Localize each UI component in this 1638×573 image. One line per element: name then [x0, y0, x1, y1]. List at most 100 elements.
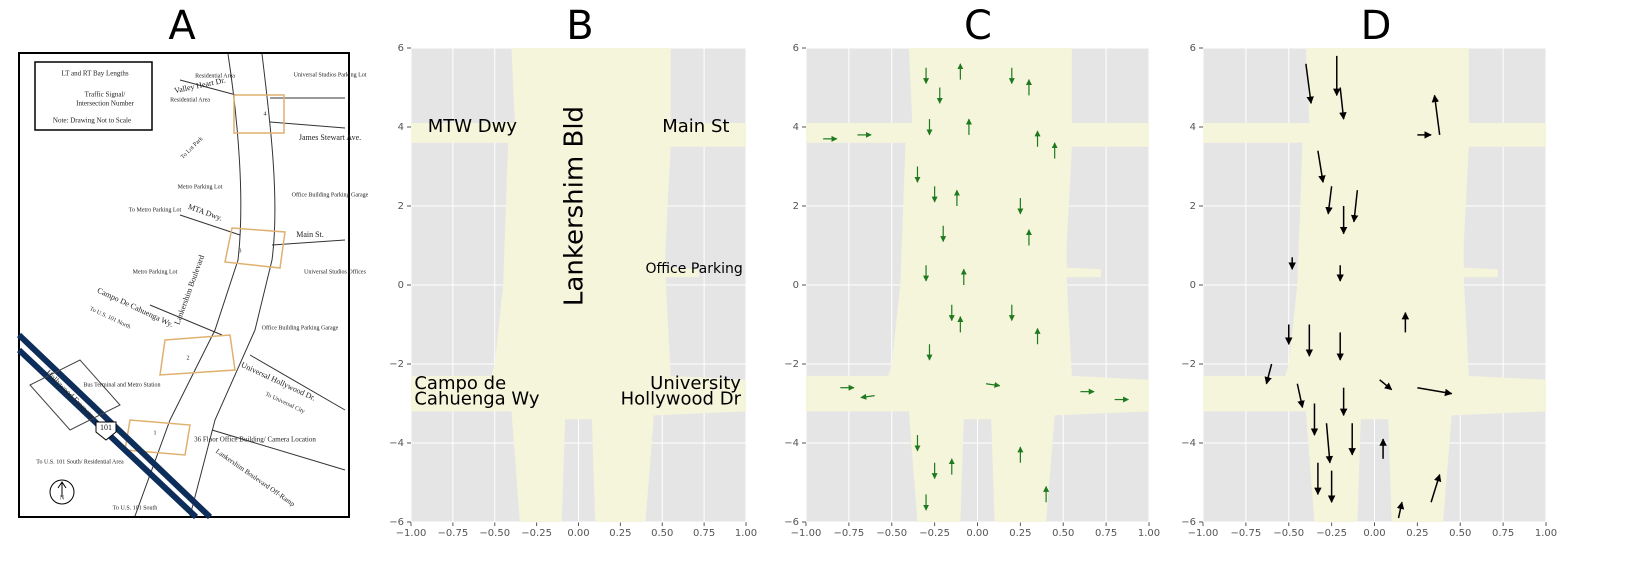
y-tick-label: −4 — [784, 438, 799, 449]
map-label: Main St. — [296, 230, 324, 239]
y-tick-label: −6 — [389, 517, 404, 528]
x-tick-label: 1.00 — [1138, 528, 1160, 539]
y-tick-label: 0 — [793, 280, 799, 291]
x-tick-label: −1.00 — [396, 528, 427, 539]
x-tick-label: −0.50 — [1273, 528, 1304, 539]
y-tick-label: −4 — [1181, 438, 1196, 449]
map-label: To U.S. 101 South/ Residential Area — [36, 459, 124, 465]
arrow — [1417, 386, 1453, 397]
street-label: Lankershim Bld — [560, 106, 590, 306]
y-tick-label: 2 — [793, 201, 799, 212]
arrow — [1325, 423, 1334, 464]
x-tick-label: 0.75 — [1492, 528, 1514, 539]
y-tick-label: 4 — [1190, 122, 1196, 133]
intersection-number: 3 — [239, 248, 242, 254]
axes: −1.00 −0.75 −0.50 −0.25 0.00 0.25 0.50 0.75 1.00… — [389, 43, 757, 539]
map-label: N — [60, 495, 65, 501]
intersection-number: 2 — [187, 355, 190, 361]
map-drawing — [16, 52, 350, 520]
axes: −1.00 −0.75 −0.50 −0.25 0.00 0.25 0.50 0.75 1.00… — [1181, 43, 1557, 539]
x-tick-label: 1.00 — [1535, 528, 1557, 539]
map-label: To U.S. 101 South — [113, 505, 157, 511]
x-tick-label: 0.50 — [1449, 528, 1471, 539]
x-tick-label: 0.00 — [1363, 528, 1385, 539]
arrow — [1264, 363, 1273, 385]
x-tick-label: −0.75 — [1231, 528, 1262, 539]
arrow — [1296, 383, 1305, 409]
y-tick-label: 4 — [793, 122, 799, 133]
y-tick-label: 6 — [1190, 43, 1196, 54]
panel-title: D — [1361, 3, 1392, 49]
arrow — [1396, 501, 1405, 519]
x-tick-label: −1.00 — [1188, 528, 1219, 539]
arrow — [860, 393, 875, 400]
x-tick-label: 0.75 — [1095, 528, 1117, 539]
x-tick-label: −0.25 — [521, 528, 552, 539]
street-label: University — [650, 373, 741, 394]
y-tick-label: −2 — [784, 359, 799, 370]
map-label: Residential Area — [170, 97, 210, 103]
arrow — [1339, 87, 1347, 120]
x-tick-label: −0.75 — [438, 528, 469, 539]
map-label: Metro Parking Lot — [178, 184, 223, 190]
map-label: Universal Studios Parking Lot — [294, 72, 367, 78]
x-tick-label: 0.25 — [1009, 528, 1031, 539]
x-tick-label: −0.25 — [1316, 528, 1347, 539]
map-label: Residential Area — [195, 73, 235, 79]
y-tick-label: −2 — [1181, 359, 1196, 370]
arrow — [1431, 94, 1441, 135]
arrow — [1305, 63, 1314, 105]
x-tick-label: 0.25 — [609, 528, 631, 539]
x-tick-label: 0.50 — [1052, 528, 1074, 539]
y-tick-label: 2 — [1190, 201, 1196, 212]
x-tick-label: −0.50 — [876, 528, 907, 539]
map-label: 36 Floor Office Building/ Camera Locatio… — [194, 436, 316, 444]
x-tick-label: −1.00 — [791, 528, 822, 539]
x-tick-label: 0.50 — [651, 528, 673, 539]
y-tick-label: 6 — [793, 43, 799, 54]
map-label: To Metro Parking Lot — [129, 207, 182, 213]
y-tick-label: −6 — [1181, 517, 1196, 528]
legend-text: Intersection Number — [76, 100, 134, 108]
y-tick-label: 6 — [398, 43, 404, 54]
map-label: 101 — [100, 423, 112, 432]
legend-text: Traffic Signal/ — [85, 91, 126, 99]
y-tick-label: 4 — [398, 122, 404, 133]
street-label: Campo de — [414, 373, 506, 394]
street-label: Office Parking — [646, 261, 743, 277]
axes: −1.00 −0.75 −0.50 −0.25 0.00 0.25 0.50 0.75 1.00… — [784, 43, 1160, 539]
x-tick-label: −0.50 — [479, 528, 510, 539]
arrow — [985, 381, 1001, 388]
arrow — [1317, 150, 1326, 184]
y-tick-label: 0 — [1190, 280, 1196, 291]
map-label: Office Building Parking Garage — [262, 324, 339, 331]
y-tick-label: 2 — [398, 201, 404, 212]
map-label: James Stewart Ave. — [299, 133, 361, 142]
panel-title: C — [964, 3, 992, 49]
map-label: Bus Terminal and Metro Station — [83, 382, 160, 388]
legend-text: LT and RT Bay Lengths — [61, 70, 128, 78]
intersection-number: 1 — [154, 430, 157, 436]
street-label: Hollywood Dr — [621, 389, 742, 410]
map-label: Metro Parking Lot — [133, 269, 178, 275]
map-label: Universal Studios Offices — [304, 268, 367, 275]
y-tick-label: −6 — [784, 517, 799, 528]
street-label: MTW Dwy — [428, 116, 518, 137]
arrow — [1350, 190, 1359, 223]
x-tick-label: −0.75 — [834, 528, 865, 539]
intersection-number: 4 — [264, 111, 267, 117]
arrow — [1430, 473, 1442, 503]
x-tick-label: 0.25 — [1406, 528, 1428, 539]
x-tick-label: 1.00 — [735, 528, 757, 539]
arrow — [1379, 379, 1393, 391]
panel-title: A — [168, 3, 196, 49]
legend-text: Note: Drawing Not to Scale — [53, 117, 131, 125]
panel-title: B — [566, 3, 593, 49]
y-tick-label: −4 — [389, 438, 404, 449]
y-tick-label: 0 — [398, 280, 404, 291]
x-tick-label: 0.00 — [567, 528, 589, 539]
street-label: Main St — [662, 116, 729, 137]
street-label: Cahuenga Wy — [414, 389, 540, 410]
arrow — [1325, 186, 1333, 215]
